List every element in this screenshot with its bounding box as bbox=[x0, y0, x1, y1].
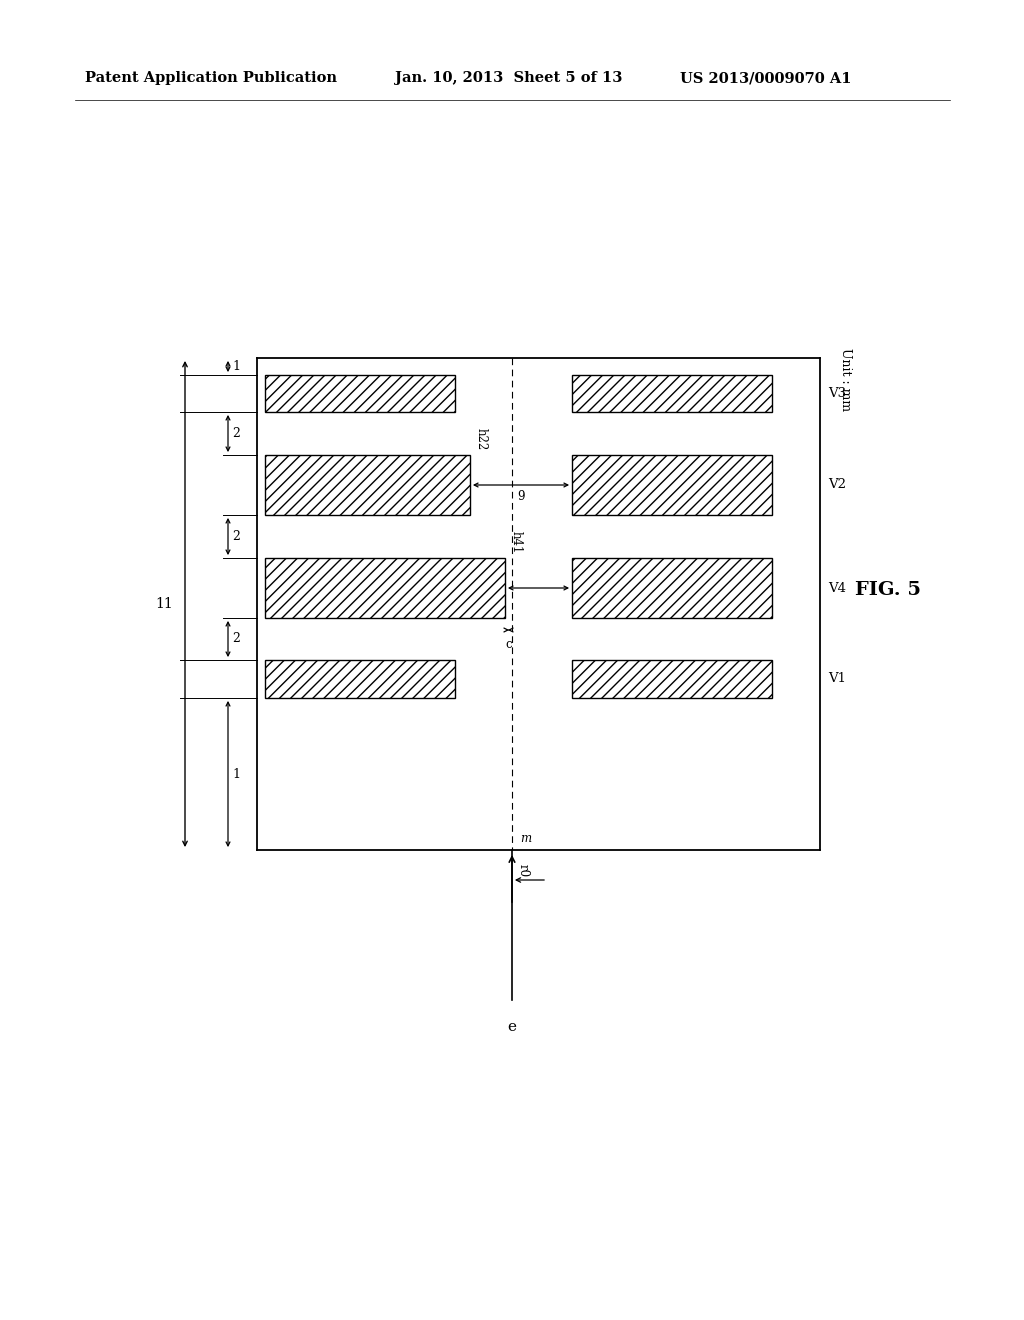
Text: 1: 1 bbox=[232, 360, 240, 374]
Text: V4: V4 bbox=[828, 582, 846, 594]
Bar bbox=[572, 455, 772, 515]
Text: m: m bbox=[520, 832, 531, 845]
Bar bbox=[572, 375, 772, 412]
Text: 9: 9 bbox=[517, 490, 524, 503]
Text: h41: h41 bbox=[510, 531, 523, 553]
Text: 2: 2 bbox=[232, 426, 240, 440]
Text: V2: V2 bbox=[828, 479, 846, 491]
Text: V3: V3 bbox=[828, 387, 846, 400]
Text: Unit : mm: Unit : mm bbox=[839, 348, 852, 412]
Text: 11: 11 bbox=[156, 597, 173, 611]
Text: 1: 1 bbox=[232, 767, 240, 780]
Text: FIG. 5: FIG. 5 bbox=[855, 581, 921, 599]
Text: 2: 2 bbox=[232, 531, 240, 543]
Text: r0: r0 bbox=[517, 863, 530, 876]
Bar bbox=[265, 660, 455, 698]
Text: Patent Application Publication: Patent Application Publication bbox=[85, 71, 337, 84]
Text: US 2013/0009070 A1: US 2013/0009070 A1 bbox=[680, 71, 852, 84]
Bar bbox=[572, 558, 772, 618]
Text: c: c bbox=[505, 638, 512, 651]
Bar bbox=[265, 558, 505, 618]
Bar bbox=[265, 455, 470, 515]
Bar bbox=[265, 375, 455, 412]
Text: 2: 2 bbox=[232, 632, 240, 645]
Text: V1: V1 bbox=[828, 672, 846, 685]
Text: h22: h22 bbox=[475, 428, 488, 450]
Text: Jan. 10, 2013  Sheet 5 of 13: Jan. 10, 2013 Sheet 5 of 13 bbox=[395, 71, 623, 84]
Text: e: e bbox=[508, 1020, 516, 1034]
Bar bbox=[572, 660, 772, 698]
